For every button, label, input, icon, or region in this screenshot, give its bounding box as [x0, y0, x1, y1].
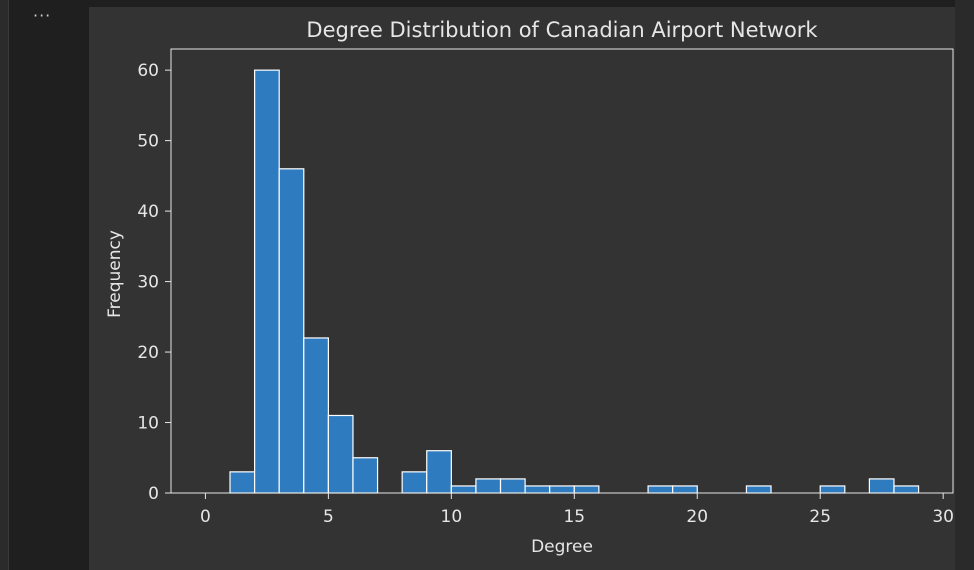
histogram-bar — [819, 485, 846, 494]
y-axis-label: Frequency — [105, 230, 125, 318]
y-tick-label: 0 — [148, 484, 159, 504]
histogram-bar — [549, 485, 575, 494]
histogram-bar — [303, 337, 329, 494]
plot-frame — [170, 48, 954, 494]
left-rail — [0, 0, 9, 570]
histogram-bar — [278, 168, 305, 494]
y-tick-label: 20 — [137, 343, 159, 363]
histogram-bar — [229, 471, 256, 494]
y-tick-label: 40 — [137, 202, 159, 222]
x-tick-label: 30 — [932, 507, 954, 527]
histogram-bar — [352, 457, 379, 494]
histogram-bar — [745, 485, 772, 494]
x-tick-label: 10 — [441, 507, 463, 527]
histogram-bar — [573, 485, 600, 494]
x-tick-label: 0 — [200, 507, 211, 527]
y-tick-label: 10 — [137, 414, 159, 434]
y-tick-label: 30 — [137, 273, 159, 293]
histogram-bar — [647, 485, 674, 494]
histogram-bar — [893, 485, 920, 494]
y-tick-label: 50 — [137, 132, 159, 152]
histogram-bar — [327, 414, 354, 494]
x-tick-label: 25 — [809, 507, 831, 527]
histogram-bar — [672, 485, 698, 494]
histogram-bar — [254, 69, 280, 494]
more-options-button[interactable]: ··· — [33, 6, 52, 25]
x-tick-label: 20 — [686, 507, 708, 527]
histogram-bar — [499, 478, 526, 494]
histogram-bar — [868, 478, 895, 494]
cell-gutter: ··· — [9, 0, 89, 570]
axes-group: 0 5 10 15 20 25 30 0 10 20 30 40 50 60 — [137, 48, 954, 527]
histogram-bar — [524, 485, 551, 494]
bars-group — [229, 69, 920, 494]
histogram-bar — [450, 485, 477, 494]
histogram-bar — [426, 450, 452, 494]
x-tick-label: 5 — [323, 507, 334, 527]
y-tick-label: 60 — [137, 61, 159, 81]
histogram-bar — [475, 478, 502, 494]
x-tick-label: 15 — [563, 507, 585, 527]
x-axis-label: Degree — [531, 537, 593, 557]
histogram-bar — [401, 471, 428, 494]
right-scroll-edge[interactable] — [955, 0, 974, 570]
chart-title: Degree Distribution of Canadian Airport … — [306, 18, 818, 42]
